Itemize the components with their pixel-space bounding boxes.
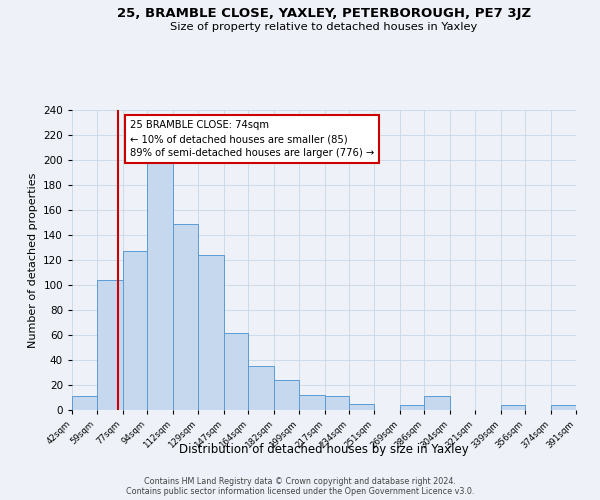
- Text: Contains HM Land Registry data © Crown copyright and database right 2024.: Contains HM Land Registry data © Crown c…: [144, 478, 456, 486]
- Bar: [173, 224, 197, 410]
- Bar: [349, 404, 374, 410]
- Text: Distribution of detached houses by size in Yaxley: Distribution of detached houses by size …: [179, 442, 469, 456]
- Y-axis label: Number of detached properties: Number of detached properties: [28, 172, 38, 348]
- Bar: [299, 395, 325, 410]
- Bar: [224, 332, 248, 410]
- Bar: [122, 251, 147, 410]
- Bar: [501, 405, 526, 410]
- Text: Size of property relative to detached houses in Yaxley: Size of property relative to detached ho…: [170, 22, 478, 32]
- Bar: [551, 405, 576, 410]
- Text: 25, BRAMBLE CLOSE, YAXLEY, PETERBOROUGH, PE7 3JZ: 25, BRAMBLE CLOSE, YAXLEY, PETERBOROUGH,…: [117, 8, 531, 20]
- Text: 25 BRAMBLE CLOSE: 74sqm
← 10% of detached houses are smaller (85)
89% of semi-de: 25 BRAMBLE CLOSE: 74sqm ← 10% of detache…: [130, 120, 374, 158]
- Bar: [248, 366, 274, 410]
- Bar: [274, 380, 299, 410]
- Bar: [72, 396, 97, 410]
- Bar: [424, 396, 451, 410]
- Bar: [97, 280, 122, 410]
- Bar: [400, 405, 424, 410]
- Bar: [197, 255, 224, 410]
- Bar: [325, 396, 349, 410]
- Bar: [147, 162, 173, 410]
- Text: Contains public sector information licensed under the Open Government Licence v3: Contains public sector information licen…: [126, 488, 474, 496]
